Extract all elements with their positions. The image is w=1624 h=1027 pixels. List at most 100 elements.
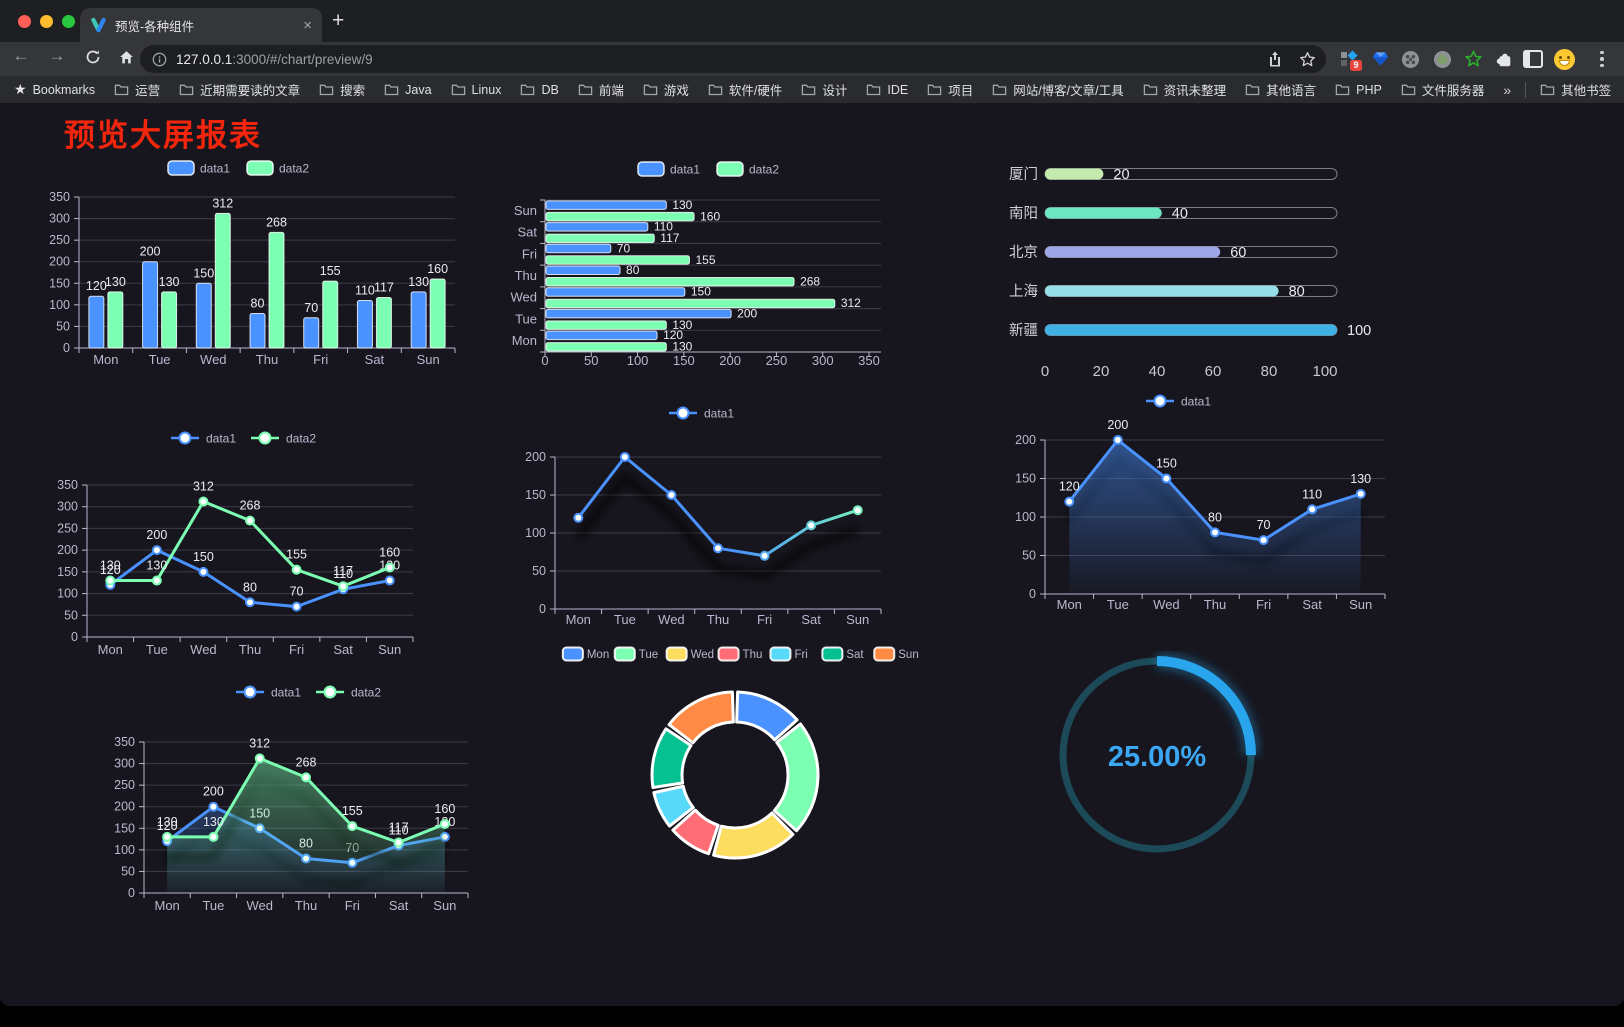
bookmark-folder[interactable]: DB <box>520 80 559 99</box>
chart-line-gradient[interactable]: 0 50 100 150 200 Mon Tue Wed Thu Fri Sat Sun data1 <box>503 400 903 634</box>
bookmark-folder[interactable]: Java <box>384 80 432 99</box>
data-point[interactable] <box>291 564 302 575</box>
bar[interactable] <box>410 291 427 349</box>
browser-tab[interactable]: 预览-各种组件 × <box>80 8 322 42</box>
data-point[interactable] <box>759 550 770 561</box>
data-point[interactable] <box>852 505 863 516</box>
bookmark-folder[interactable]: IDE <box>866 80 908 99</box>
tab-close-icon[interactable]: × <box>303 16 312 34</box>
other-bookmarks-folder[interactable]: 其他书签 <box>1540 80 1611 99</box>
data-point[interactable] <box>151 545 162 556</box>
data-point[interactable] <box>291 601 302 612</box>
bar[interactable] <box>249 312 266 349</box>
bar[interactable] <box>161 291 178 349</box>
address-bar[interactable]: 127.0.0.1:3000/#/chart/preview/9 <box>140 45 1326 73</box>
bar[interactable] <box>545 320 667 330</box>
bookmark-folder[interactable]: Linux <box>451 80 501 99</box>
bookmark-folder[interactable]: 前端 <box>578 80 624 99</box>
legend-item[interactable]: Sat <box>821 646 864 662</box>
extension-command-icon[interactable] <box>1398 47 1422 71</box>
legend-item[interactable]: data1 <box>1146 394 1211 409</box>
pie-slice[interactable] <box>735 690 799 742</box>
pie-slice[interactable] <box>671 808 720 856</box>
data-point[interactable] <box>1112 435 1123 445</box>
data-point[interactable] <box>338 581 349 592</box>
bar[interactable] <box>545 308 732 319</box>
pie-slice[interactable] <box>652 784 695 828</box>
bookmark-folder[interactable]: 文件服务器 <box>1401 80 1484 99</box>
data-point[interactable] <box>1210 527 1220 538</box>
data-point[interactable] <box>1355 488 1366 499</box>
chart-progress-bars[interactable]: 厦门 20 南阳 40 北京 60 上海 80 新疆 100 0 20 40 60 80 100 <box>1000 160 1372 385</box>
extension-grid-icon[interactable]: 9 <box>1336 47 1362 71</box>
data-point[interactable] <box>1307 504 1318 515</box>
data-point[interactable] <box>384 562 395 573</box>
bar[interactable] <box>88 295 105 349</box>
bar[interactable] <box>107 291 124 349</box>
data-point[interactable] <box>1258 535 1269 546</box>
close-window-button[interactable] <box>18 15 31 28</box>
bookmark-folder[interactable]: PHP <box>1335 80 1382 99</box>
data-point[interactable] <box>347 821 358 832</box>
bar[interactable] <box>545 200 667 210</box>
bar[interactable] <box>322 280 339 349</box>
legend-item[interactable]: data2 <box>316 685 381 700</box>
bar[interactable] <box>545 211 695 222</box>
home-icon[interactable] <box>113 46 139 71</box>
bookmarks-manager[interactable]: ★ Bookmarks <box>14 81 95 98</box>
legend-item[interactable]: data1 <box>236 685 301 700</box>
chart-line-dual[interactable]: 0 50 100 150 200 250 300 350 Mon Tue Wed Thu Fri Sat S… <box>45 423 467 667</box>
data-point[interactable] <box>713 543 723 554</box>
data-point[interactable] <box>393 837 404 848</box>
data-point[interactable] <box>254 753 265 764</box>
pie-slice[interactable] <box>772 722 820 833</box>
data-point[interactable] <box>198 496 209 507</box>
bookmark-folder[interactable]: 网站/博客/文章/工具 <box>992 80 1124 99</box>
data-point[interactable] <box>619 452 630 462</box>
bookmark-folder[interactable]: 资讯未整理 <box>1143 80 1226 99</box>
extensions-puzzle-icon[interactable] <box>1492 47 1516 71</box>
legend-item[interactable]: data1 <box>167 160 230 176</box>
share-icon[interactable] <box>1267 50 1283 68</box>
back-icon[interactable]: ← <box>12 46 30 65</box>
legend-item[interactable]: data1 <box>669 406 734 421</box>
data-point[interactable] <box>245 515 255 526</box>
pie-slice[interactable] <box>667 690 735 745</box>
bar[interactable] <box>303 317 320 349</box>
legend-item[interactable]: data2 <box>251 431 316 446</box>
data-point[interactable] <box>573 512 584 523</box>
bar[interactable] <box>429 278 446 349</box>
profile-avatar[interactable] <box>1552 47 1576 71</box>
bar[interactable] <box>545 298 836 309</box>
data-point[interactable] <box>666 490 677 500</box>
bar[interactable] <box>142 261 159 349</box>
bookmark-folder[interactable]: 其他语言 <box>1245 80 1316 99</box>
legend-item[interactable]: Sun <box>873 646 919 662</box>
reload-icon[interactable] <box>80 46 106 70</box>
data-point[interactable] <box>1161 473 1172 484</box>
bar[interactable] <box>545 330 658 341</box>
bar[interactable] <box>545 265 621 275</box>
chart-gauge[interactable]: 25.00% <box>1050 651 1264 863</box>
legend-item[interactable]: Mon <box>561 646 609 662</box>
extension-gem-icon[interactable] <box>1368 47 1392 71</box>
maximize-window-button[interactable] <box>62 15 75 28</box>
bookmark-star-icon[interactable] <box>1299 51 1316 68</box>
legend-item[interactable]: data2 <box>716 161 779 177</box>
bar[interactable] <box>375 297 392 349</box>
data-point[interactable] <box>198 566 209 577</box>
forward-icon[interactable]: → <box>48 46 66 65</box>
data-point[interactable] <box>1064 496 1075 507</box>
bar[interactable] <box>356 300 373 349</box>
bar[interactable] <box>545 342 667 352</box>
bar[interactable] <box>268 231 285 349</box>
site-info-icon[interactable] <box>152 52 167 67</box>
bar[interactable] <box>195 282 212 349</box>
bar[interactable] <box>545 222 649 232</box>
menu-kebab-icon[interactable] <box>1590 47 1614 71</box>
data-point[interactable] <box>439 818 450 829</box>
bookmarks-overflow-button[interactable]: » <box>1503 81 1512 98</box>
legend-item[interactable]: Fri <box>769 646 808 662</box>
data-point[interactable] <box>384 575 395 586</box>
extension-record-icon[interactable] <box>1430 47 1454 71</box>
